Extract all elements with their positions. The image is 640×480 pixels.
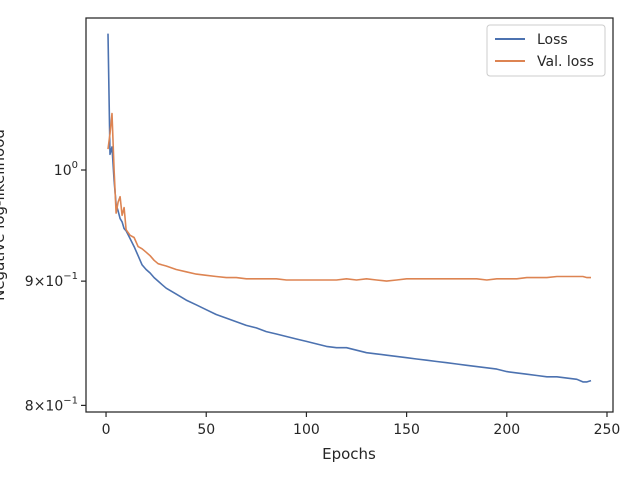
legend-box (486, 24, 606, 77)
x-tick-label: 0 (102, 422, 111, 438)
series-layer (107, 33, 592, 383)
legend-label-val-loss: Val. loss (537, 54, 594, 70)
x-axis: 0 50 100 150 200 250 (102, 412, 621, 438)
plot-frame (85, 17, 614, 413)
y-tick-label: 100 (54, 160, 78, 179)
y-axis-label: Negative log-likelihood (0, 129, 8, 301)
x-tick-label: 50 (197, 422, 215, 438)
legend-label-loss: Loss (537, 32, 568, 48)
x-tick-label: 200 (493, 422, 520, 438)
legend: Loss Val. loss (486, 24, 606, 77)
y-axis: 100 9×10−1 8×10−1 (25, 160, 86, 414)
y-tick-label: 8×10−1 (25, 395, 78, 414)
x-tick-label: 150 (393, 422, 420, 438)
series-line-loss (107, 33, 592, 383)
y-tick-label: 9×10−1 (25, 271, 78, 290)
x-axis-label: Epochs (322, 445, 376, 463)
x-tick-label: 100 (293, 422, 320, 438)
plot-area (86, 18, 613, 412)
series-line-val-loss (107, 112, 591, 282)
x-tick-label: 250 (594, 422, 621, 438)
